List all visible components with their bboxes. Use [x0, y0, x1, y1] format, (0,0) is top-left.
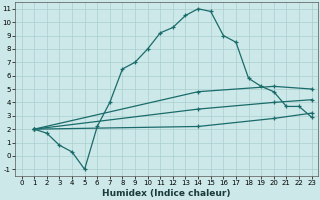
- X-axis label: Humidex (Indice chaleur): Humidex (Indice chaleur): [102, 189, 231, 198]
